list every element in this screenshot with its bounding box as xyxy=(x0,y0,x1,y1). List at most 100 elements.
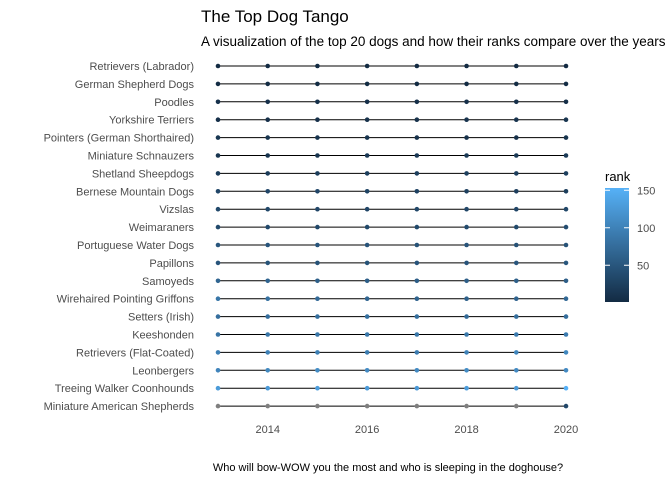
rank-point xyxy=(464,153,469,158)
rank-point xyxy=(513,153,519,158)
rank-point xyxy=(364,332,370,337)
rank-point xyxy=(513,99,519,105)
rank-point xyxy=(464,314,469,319)
y-tick-label: Leonbergers xyxy=(132,365,194,377)
rank-point xyxy=(265,63,271,69)
rank-point xyxy=(265,368,271,373)
rank-point xyxy=(464,206,469,212)
rank-point xyxy=(513,296,519,302)
rank-point xyxy=(464,189,469,194)
rank-point xyxy=(414,171,420,176)
rank-point xyxy=(215,153,221,158)
rank-point xyxy=(364,81,370,87)
rank-point xyxy=(265,206,271,212)
rank-point xyxy=(414,63,420,69)
rank-point xyxy=(414,278,420,284)
rank-point xyxy=(215,135,221,140)
y-tick-label: Retrievers (Flat-Coated) xyxy=(76,347,194,359)
legend-tick-label: 150 xyxy=(637,185,655,197)
rank-point xyxy=(464,135,469,140)
rank-point xyxy=(215,206,221,212)
rank-point xyxy=(563,117,569,122)
rank-point xyxy=(563,296,569,302)
rank-point xyxy=(364,135,370,140)
x-tick-label: 2014 xyxy=(255,424,279,436)
rank-point xyxy=(414,135,420,140)
rank-point xyxy=(315,278,320,284)
rank-point xyxy=(265,385,271,391)
rank-point xyxy=(364,153,370,158)
rank-point xyxy=(265,171,271,176)
rank-point xyxy=(513,260,519,266)
chart-subtitle: A visualization of the top 20 dogs and h… xyxy=(201,34,666,49)
rank-point xyxy=(414,314,420,319)
breed-lines xyxy=(218,65,566,407)
rank-point xyxy=(414,332,420,337)
y-tick-label: Pointers (German Shorthaired) xyxy=(44,133,194,145)
rank-point xyxy=(364,385,370,391)
rank-point xyxy=(464,385,469,391)
rank-point xyxy=(513,171,519,176)
rank-point xyxy=(364,350,370,355)
legend-colorbar xyxy=(605,188,629,302)
y-tick-label: Weimaraners xyxy=(129,222,195,234)
rank-point xyxy=(315,260,320,266)
rank-point xyxy=(215,350,221,355)
rank-point xyxy=(563,224,569,230)
rank-point xyxy=(513,224,519,230)
rank-point xyxy=(513,81,519,87)
x-tick-label: 2020 xyxy=(554,424,578,436)
rank-point xyxy=(364,278,370,284)
rank-point xyxy=(464,296,469,302)
rank-point xyxy=(265,153,271,158)
rank-point xyxy=(315,189,320,194)
rank-point xyxy=(414,189,420,194)
rank-point xyxy=(315,242,320,248)
rank-point xyxy=(464,63,469,69)
rank-point xyxy=(563,206,569,212)
rank-point xyxy=(315,153,320,158)
rank-point xyxy=(364,296,370,302)
rank-point xyxy=(414,99,420,105)
legend-title: rank xyxy=(605,169,631,184)
rank-point xyxy=(315,206,320,212)
rank-point xyxy=(315,99,320,105)
rank-point xyxy=(513,242,519,248)
rank-point xyxy=(315,314,320,319)
y-tick-label: Miniature Schnauzers xyxy=(88,151,195,163)
rank-point xyxy=(513,403,519,409)
rank-point xyxy=(513,350,519,355)
rank-point xyxy=(464,99,469,105)
rank-point xyxy=(513,189,519,194)
rank-point xyxy=(215,368,221,373)
rank-point xyxy=(464,278,469,284)
rank-point xyxy=(265,278,271,284)
rank-point xyxy=(215,332,221,337)
rank-point xyxy=(364,368,370,373)
rank-point xyxy=(513,117,519,122)
rank-point xyxy=(315,403,320,409)
rank-point xyxy=(563,332,569,337)
rank-point xyxy=(414,153,420,158)
rank-point xyxy=(315,117,320,122)
rank-point xyxy=(364,403,370,409)
y-axis-labels: Retrievers (Labrador) German Shepherd Dog… xyxy=(44,61,195,413)
rank-point xyxy=(265,242,271,248)
rank-point xyxy=(265,81,271,87)
chart-caption: Who will bow-WOW you the most and who is… xyxy=(213,462,563,474)
rank-point xyxy=(265,403,271,409)
rank-point xyxy=(364,99,370,105)
y-tick-label: Keeshonden xyxy=(132,330,194,342)
y-tick-label: Yorkshire Terriers xyxy=(109,115,194,127)
chart-title: The Top Dog Tango xyxy=(201,7,349,26)
rank-point xyxy=(215,171,221,176)
rank-point xyxy=(265,314,271,319)
rank-point xyxy=(364,242,370,248)
y-tick-label: Vizslas xyxy=(159,204,194,216)
rank-point xyxy=(414,81,420,87)
rank-point xyxy=(414,260,420,266)
rank-point xyxy=(563,189,569,194)
rank-point xyxy=(265,224,271,230)
rank-point xyxy=(265,350,271,355)
